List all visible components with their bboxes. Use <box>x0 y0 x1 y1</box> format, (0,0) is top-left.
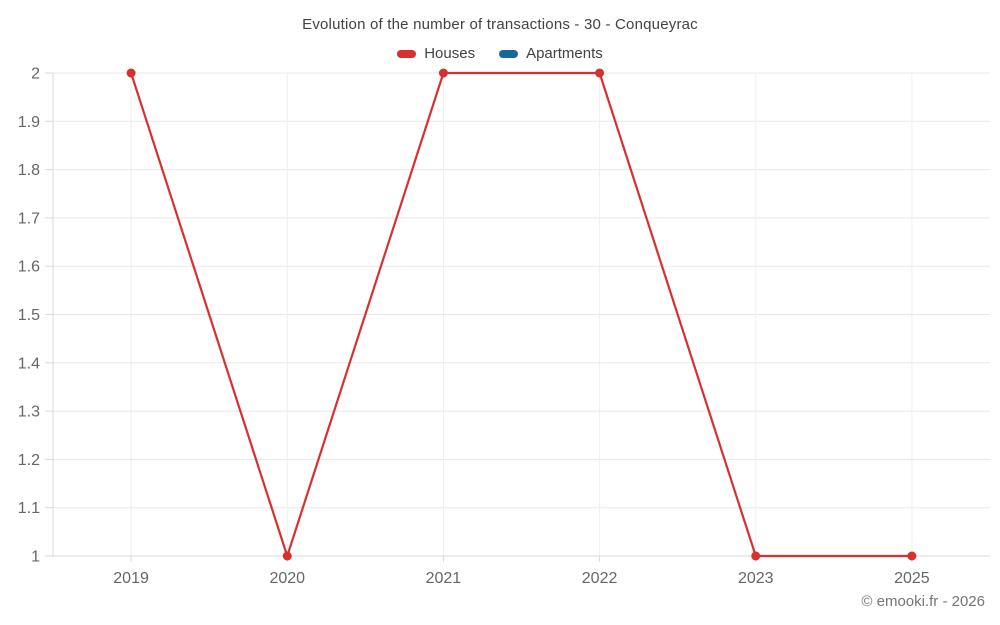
y-tick-label: 2 <box>31 66 40 83</box>
legend-label-apartments: Apartments <box>526 45 603 62</box>
y-tick-label: 1 <box>31 549 40 566</box>
y-tick-label: 1.8 <box>18 162 40 179</box>
y-tick-label: 1.3 <box>18 404 40 421</box>
x-tick-label: 2020 <box>269 570 305 587</box>
copyright-text: © emooki.fr - 2026 <box>861 593 985 610</box>
y-tick-label: 1.2 <box>18 452 40 469</box>
data-point-houses[interactable] <box>595 68 605 78</box>
legend-label-houses: Houses <box>424 45 476 62</box>
x-tick-label: 2025 <box>894 570 930 587</box>
y-tick-label: 1.7 <box>18 210 40 227</box>
data-point-houses[interactable] <box>126 68 136 78</box>
data-point-houses[interactable] <box>438 68 448 78</box>
y-tick-label: 1.4 <box>18 355 40 372</box>
legend: Houses Apartments <box>0 45 1000 62</box>
legend-item-houses[interactable]: Houses <box>397 45 475 62</box>
x-tick-label: 2023 <box>738 570 774 587</box>
y-tick-label: 1.5 <box>18 307 40 324</box>
y-tick-label: 1.6 <box>18 259 40 276</box>
data-point-houses[interactable] <box>751 551 761 561</box>
houses-swatch-icon <box>397 49 417 58</box>
y-tick-label: 1.1 <box>18 500 40 517</box>
chart-title: Evolution of the number of transactions … <box>302 16 698 33</box>
x-tick-label: 2019 <box>113 570 149 587</box>
x-tick-label: 2022 <box>582 570 618 587</box>
x-tick-label: 2021 <box>426 570 462 587</box>
data-point-houses[interactable] <box>907 551 917 561</box>
apartments-swatch-icon <box>499 49 519 58</box>
legend-item-apartments[interactable]: Apartments <box>499 45 603 62</box>
data-point-houses[interactable] <box>282 551 292 561</box>
y-tick-label: 1.9 <box>18 114 40 131</box>
series-line-houses <box>130 71 912 558</box>
